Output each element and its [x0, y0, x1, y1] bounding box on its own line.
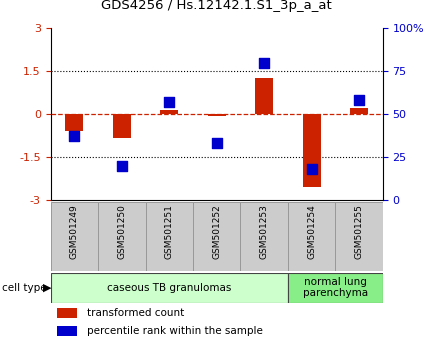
Bar: [113, 114, 131, 138]
Text: ▶: ▶: [43, 282, 51, 293]
Text: GSM501251: GSM501251: [165, 205, 174, 259]
Bar: [57, 308, 77, 318]
Bar: [98, 202, 146, 271]
Bar: [288, 273, 383, 303]
Point: [118, 163, 125, 169]
Text: GDS4256 / Hs.12142.1.S1_3p_a_at: GDS4256 / Hs.12142.1.S1_3p_a_at: [101, 0, 332, 12]
Point: [356, 98, 363, 103]
Point: [308, 166, 315, 172]
Bar: [51, 273, 288, 303]
Bar: [160, 110, 178, 114]
Point: [166, 99, 173, 105]
Bar: [193, 202, 240, 271]
Point: [213, 141, 220, 146]
Bar: [303, 114, 321, 187]
Text: cell type: cell type: [2, 282, 47, 293]
Text: GSM501255: GSM501255: [355, 205, 363, 259]
Point: [260, 60, 268, 65]
Text: GSM501250: GSM501250: [117, 205, 126, 259]
Bar: [57, 326, 77, 336]
Text: GSM501254: GSM501254: [307, 205, 316, 259]
Text: GSM501252: GSM501252: [212, 205, 221, 259]
Bar: [65, 114, 83, 131]
Bar: [51, 202, 98, 271]
Text: percentile rank within the sample: percentile rank within the sample: [87, 326, 263, 336]
Text: GSM501253: GSM501253: [260, 205, 269, 259]
Text: transformed count: transformed count: [87, 308, 184, 318]
Bar: [208, 114, 226, 116]
Bar: [335, 202, 383, 271]
Bar: [240, 202, 288, 271]
Point: [71, 134, 78, 139]
Bar: [350, 108, 368, 114]
Text: caseous TB granulomas: caseous TB granulomas: [107, 282, 231, 293]
Bar: [288, 202, 335, 271]
Bar: [255, 78, 273, 114]
Text: GSM501249: GSM501249: [70, 205, 79, 259]
Bar: [146, 202, 193, 271]
Text: normal lung
parenchyma: normal lung parenchyma: [303, 277, 368, 298]
